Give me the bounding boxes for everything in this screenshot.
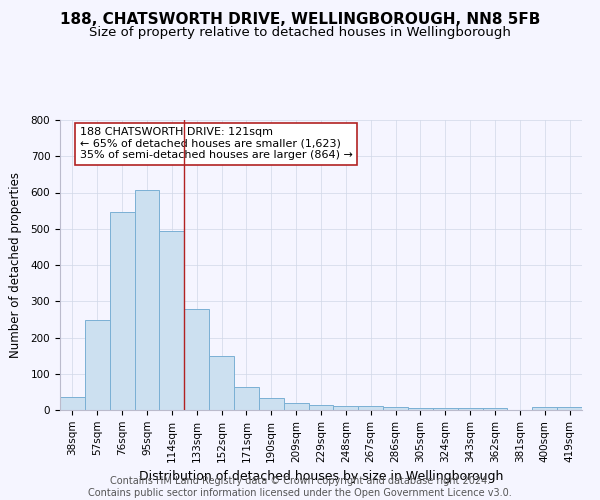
Bar (557, 408, 582, 410)
Bar (184, 309, 209, 410)
Text: Contains HM Land Registry data © Crown copyright and database right 2024.
Contai: Contains HM Land Registry data © Crown c… (88, 476, 512, 498)
Bar (284, 403, 308, 410)
Bar (358, 406, 383, 410)
Bar (234, 387, 259, 410)
Bar (482, 408, 508, 410)
Bar (110, 212, 134, 410)
X-axis label: Distribution of detached houses by size in Wellingborough: Distribution of detached houses by size … (139, 470, 503, 483)
Bar (134, 190, 160, 410)
Y-axis label: Number of detached properties: Number of detached properties (10, 172, 22, 358)
Bar (334, 406, 358, 410)
Bar (532, 408, 557, 410)
Text: Size of property relative to detached houses in Wellingborough: Size of property relative to detached ho… (89, 26, 511, 39)
Bar (458, 408, 482, 410)
Bar (308, 404, 334, 410)
Bar (259, 398, 284, 410)
Bar (160, 232, 184, 410)
Bar (60, 398, 85, 410)
Bar (408, 408, 433, 410)
Bar (383, 408, 408, 410)
Bar (209, 356, 234, 410)
Bar (433, 408, 458, 410)
Text: 188 CHATSWORTH DRIVE: 121sqm
← 65% of detached houses are smaller (1,623)
35% of: 188 CHATSWORTH DRIVE: 121sqm ← 65% of de… (80, 127, 353, 160)
Text: 188, CHATSWORTH DRIVE, WELLINGBOROUGH, NN8 5FB: 188, CHATSWORTH DRIVE, WELLINGBOROUGH, N… (60, 12, 540, 28)
Bar (85, 320, 110, 410)
